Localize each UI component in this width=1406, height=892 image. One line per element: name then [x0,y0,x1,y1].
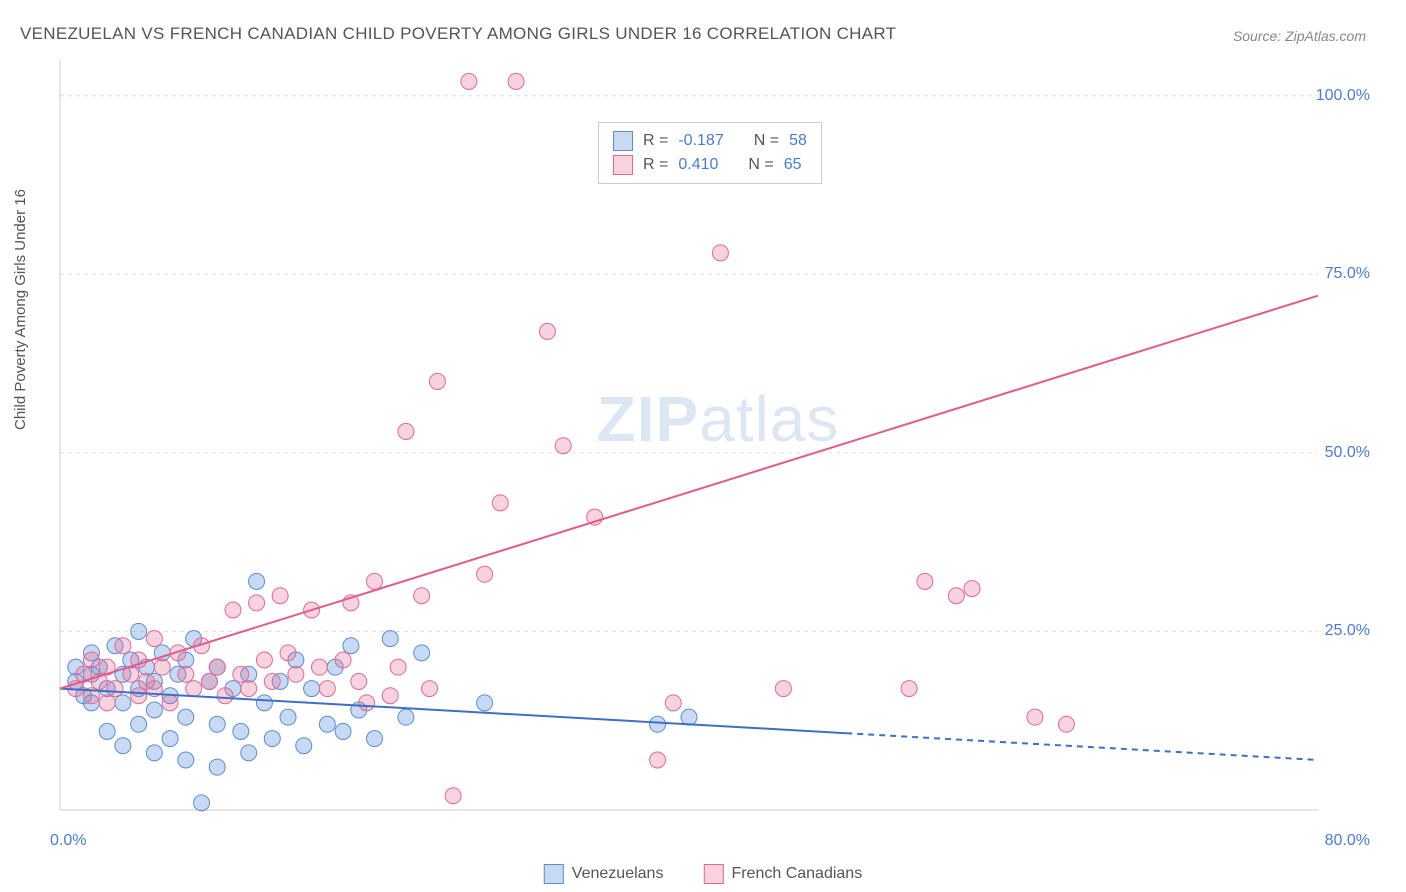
stats-row: R = 0.410 N = 65 [613,153,807,177]
r-label: R = [643,132,668,150]
y-tick-label: 75.0% [1325,265,1370,283]
n-label: N = [754,132,779,150]
x-tick-label: 0.0% [50,832,86,850]
legend-label: Venezuelans [572,865,664,883]
legend-item: Venezuelans [544,864,664,884]
source-label: Source: ZipAtlas.com [1233,28,1366,44]
chart-plot-area: ZIPatlas R = -0.187 N = 58 R = 0.410 N =… [58,60,1378,840]
r-value: -0.187 [678,132,723,150]
x-tick-label: 80.0% [1325,832,1370,850]
chart-container: VENEZUELAN VS FRENCH CANADIAN CHILD POVE… [0,0,1406,892]
n-value: 65 [784,156,802,174]
y-tick-label: 25.0% [1325,622,1370,640]
stats-row: R = -0.187 N = 58 [613,129,807,153]
y-tick-label: 100.0% [1316,87,1370,105]
y-tick-label: 50.0% [1325,444,1370,462]
legend-item: French Canadians [703,864,862,884]
chart-title: VENEZUELAN VS FRENCH CANADIAN CHILD POVE… [20,24,896,44]
legend-label: French Canadians [731,865,862,883]
n-label: N = [748,156,773,174]
swatch-icon [703,864,723,884]
bottom-legend: Venezuelans French Canadians [544,864,862,884]
swatch-icon [613,131,633,151]
r-label: R = [643,156,668,174]
stats-legend-box: R = -0.187 N = 58 R = 0.410 N = 65 [598,122,822,184]
r-value: 0.410 [678,156,718,174]
swatch-icon [544,864,564,884]
swatch-icon [613,155,633,175]
n-value: 58 [789,132,807,150]
y-axis-label: Child Poverty Among Girls Under 16 [12,189,29,430]
